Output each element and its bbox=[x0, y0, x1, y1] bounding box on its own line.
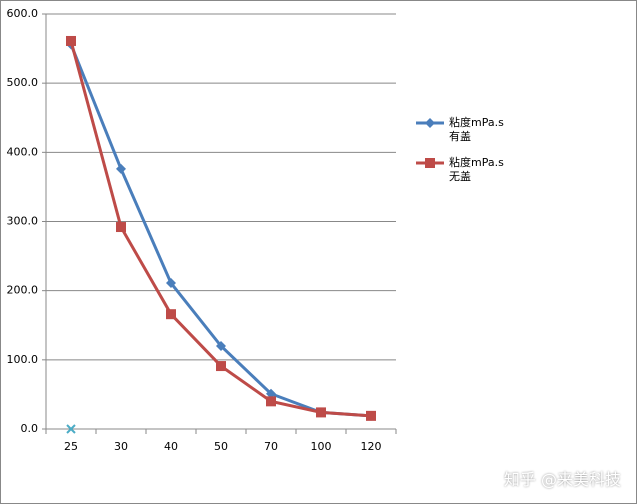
marker bbox=[116, 163, 126, 174]
y-tick-label: 200.0 bbox=[7, 284, 39, 297]
y-tick-label: 500.0 bbox=[7, 76, 39, 89]
legend-label: 粘度mPa.s 无盖 bbox=[449, 156, 504, 183]
x-tick-label: 70 bbox=[264, 440, 278, 453]
marker bbox=[66, 424, 76, 434]
y-tick-label: 400.0 bbox=[7, 145, 39, 158]
marker bbox=[425, 158, 435, 168]
marker bbox=[216, 361, 226, 372]
watermark: 知乎 @来美科技 bbox=[503, 470, 621, 489]
x-tick-label: 120 bbox=[361, 440, 382, 453]
marker bbox=[266, 396, 276, 407]
marker bbox=[266, 388, 276, 399]
marker bbox=[166, 309, 176, 320]
y-tick-label: 300.0 bbox=[7, 215, 39, 228]
x-tick-label: 25 bbox=[64, 440, 78, 453]
legend-label: 粘度mPa.s 有盖 bbox=[449, 116, 504, 143]
marker bbox=[316, 407, 326, 418]
marker bbox=[166, 278, 176, 289]
x-tick-label: 40 bbox=[164, 440, 178, 453]
marker bbox=[216, 341, 226, 351]
x-tick-label: 100 bbox=[311, 440, 332, 453]
marker bbox=[366, 410, 376, 421]
marker bbox=[425, 118, 435, 128]
marker bbox=[116, 222, 126, 233]
x-tick-label: 30 bbox=[114, 440, 128, 453]
x-tick-label: 50 bbox=[214, 440, 228, 453]
y-tick-label: 100.0 bbox=[7, 353, 39, 366]
y-tick-label: 600.0 bbox=[7, 7, 39, 20]
marker bbox=[66, 35, 76, 46]
y-tick-label: 0.0 bbox=[21, 422, 39, 435]
